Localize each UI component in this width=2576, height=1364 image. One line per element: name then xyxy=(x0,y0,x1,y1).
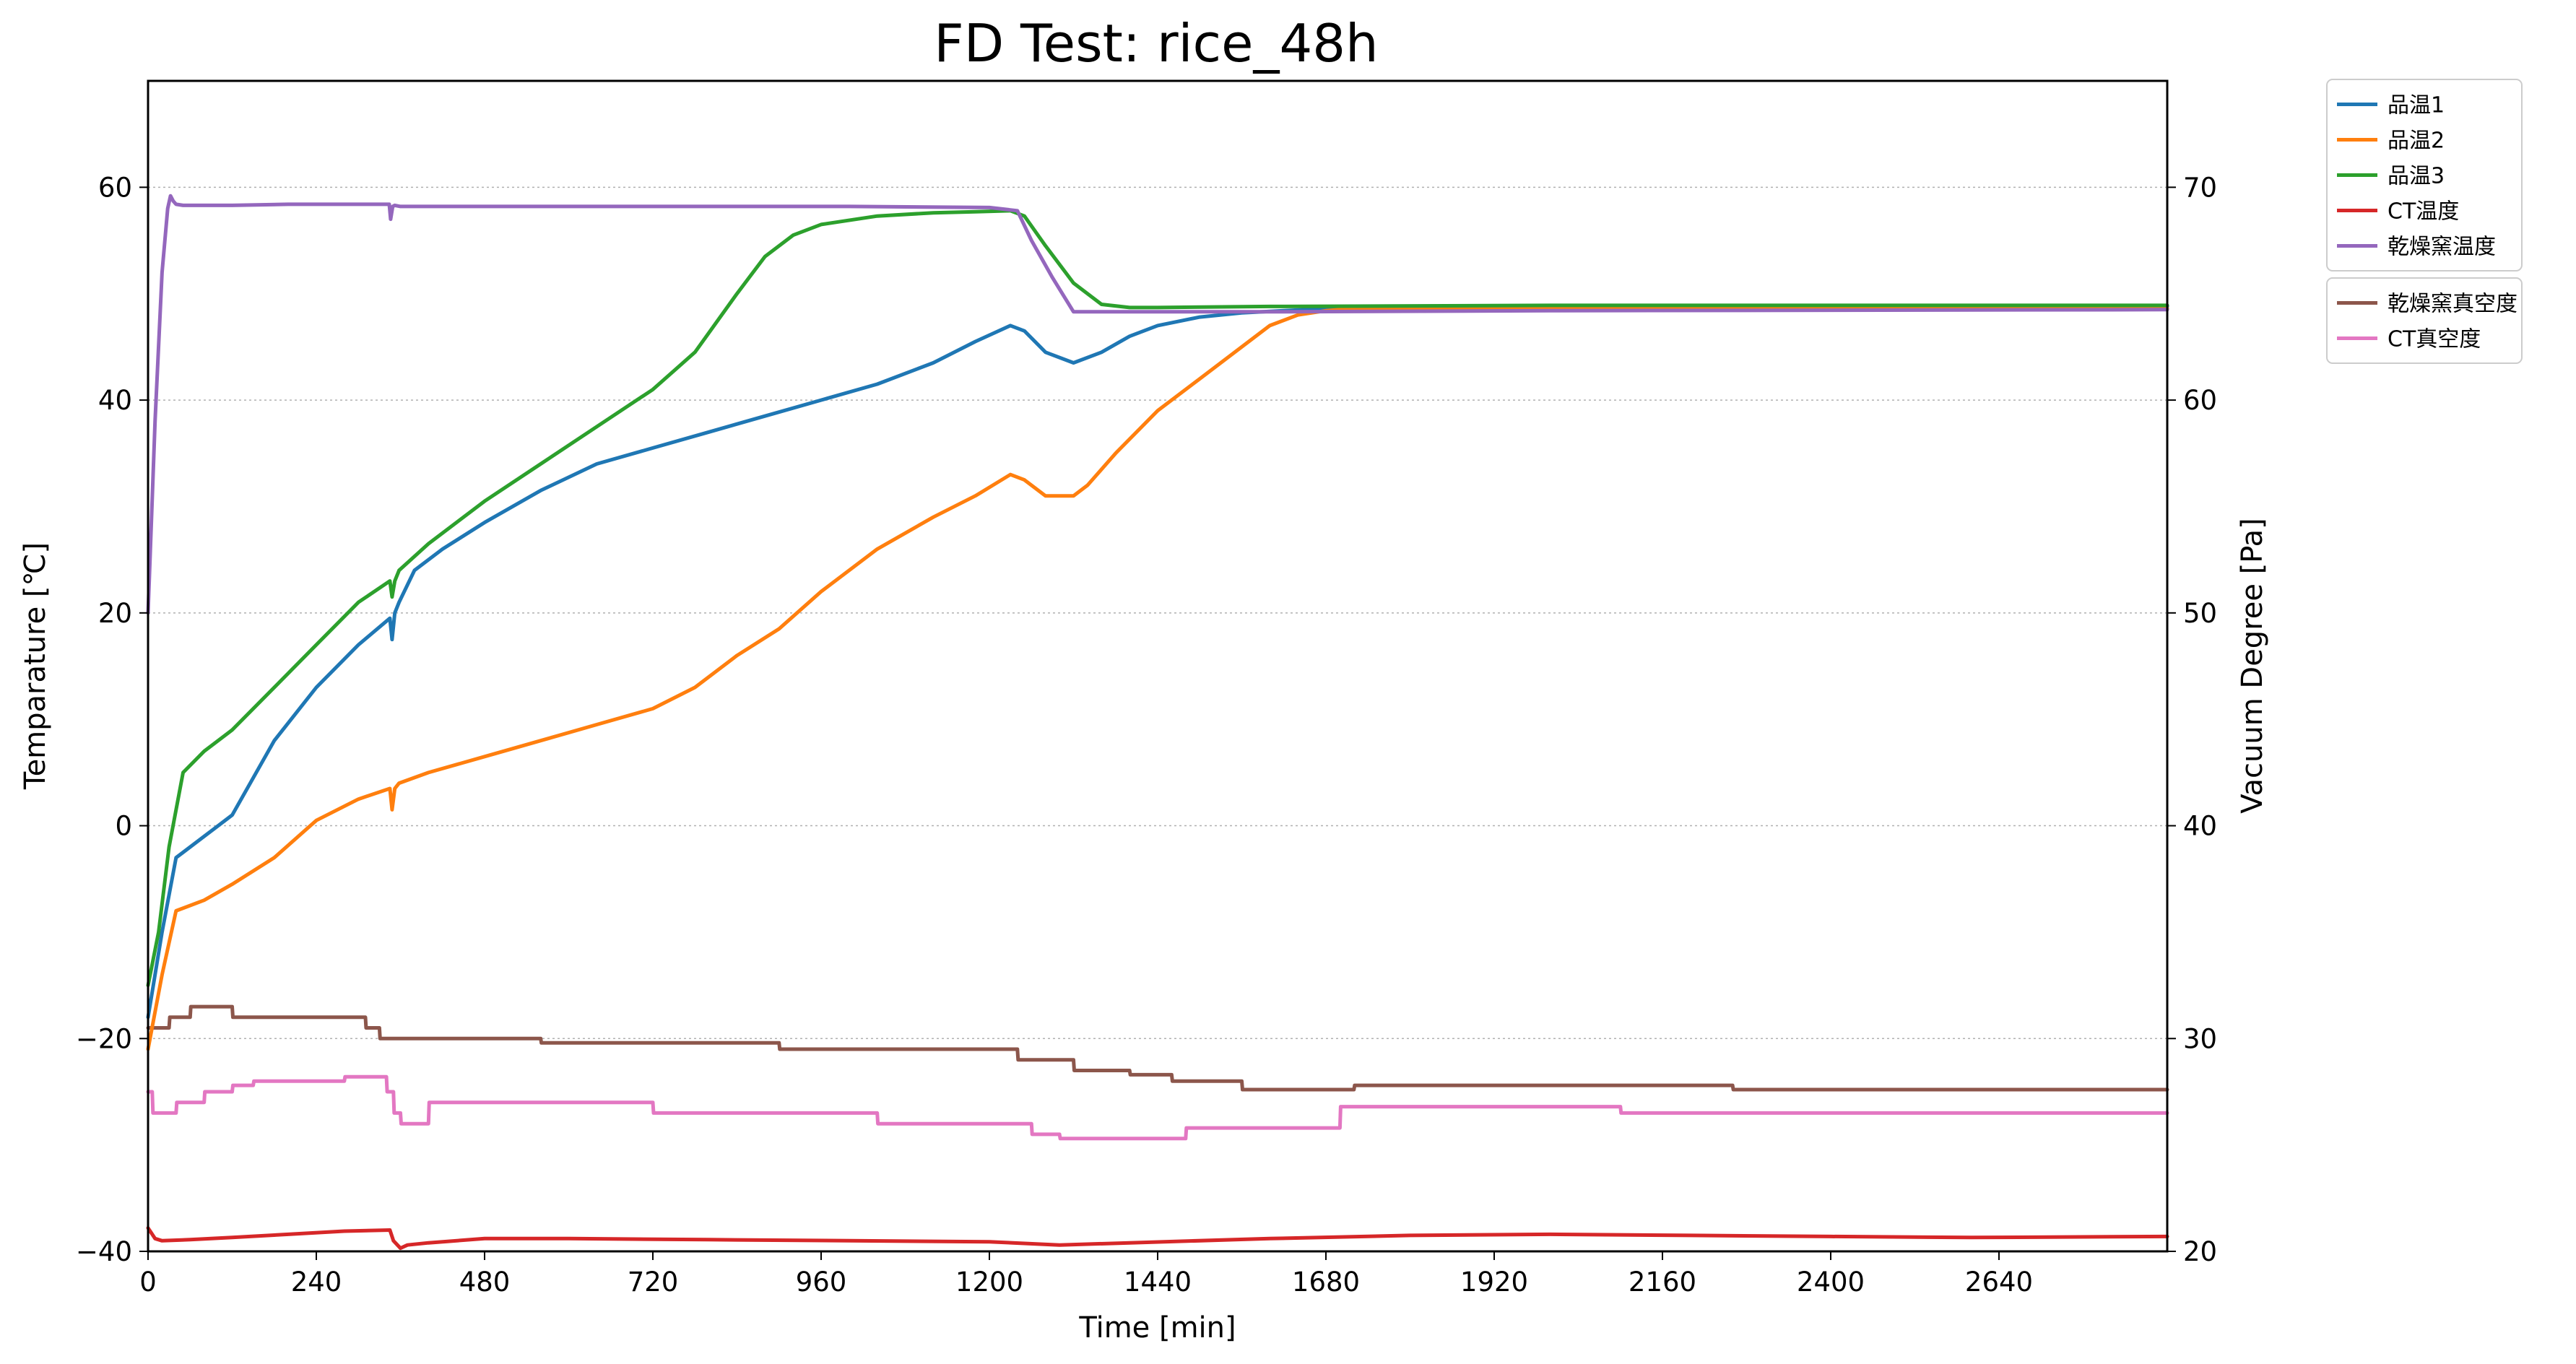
y-right-tick-label: 30 xyxy=(2183,1023,2217,1054)
y-right-tick-label: 20 xyxy=(2183,1236,2217,1267)
x-axis-label: Time [min] xyxy=(1078,1311,1236,1345)
temperature-legend-label: 乾燥窯温度 xyxy=(2388,235,2496,260)
x-tick-label: 2160 xyxy=(1629,1267,1696,1298)
temperature-series-line-4 xyxy=(146,1226,2169,1251)
y-right-tick-label: 60 xyxy=(2183,385,2217,416)
vacuum-legend-label: 乾燥窯真空度 xyxy=(2388,292,2518,317)
y-left-tick-label: 20 xyxy=(98,598,132,629)
x-tick-label: 1680 xyxy=(1292,1267,1360,1298)
y-axis-left-label: Temparature [℃] xyxy=(19,542,52,790)
x-tick-label: 2400 xyxy=(1797,1267,1865,1298)
y-left-tick-label: −40 xyxy=(76,1236,132,1267)
temperature-series-line-2 xyxy=(146,306,2169,1051)
temperature-legend-label: 品温1 xyxy=(2388,93,2445,118)
y-axis-right: 20 30 40 50 60 70 xyxy=(2167,172,2217,1267)
grid-lines xyxy=(148,186,2167,1040)
temperature-legend-label: CT温度 xyxy=(2388,199,2459,225)
x-tick-label: 1440 xyxy=(1124,1267,1192,1298)
y-right-tick-label: 40 xyxy=(2183,811,2217,842)
temperature-legend-label: 品温2 xyxy=(2388,129,2445,154)
chart-title: FD Test: rice_48h xyxy=(934,13,1378,74)
x-tick-label: 960 xyxy=(796,1267,847,1298)
y-left-tick-label: 40 xyxy=(98,385,132,416)
y-right-tick-label: 70 xyxy=(2183,172,2217,203)
x-tick-label: 480 xyxy=(459,1267,511,1298)
y-axis-left: −40 −20 0 20 40 60 xyxy=(76,172,148,1267)
x-tick-label: 2640 xyxy=(1965,1267,2033,1298)
x-tick-label: 1200 xyxy=(955,1267,1023,1298)
y-left-tick-label: 60 xyxy=(98,172,132,203)
series-layer xyxy=(146,194,2169,1251)
x-tick-label: 240 xyxy=(291,1267,342,1298)
vacuum-legend-box xyxy=(2326,277,2523,364)
x-tick-label: 1920 xyxy=(1460,1267,1528,1298)
x-tick-label: 720 xyxy=(628,1267,679,1298)
x-axis: 0 240 480 720 960 1200 1440 1680 1920 2160 2400 264… xyxy=(139,1251,2033,1298)
temperature-series-line-3 xyxy=(146,209,2169,988)
vacuum-series-line-1 xyxy=(146,1004,2169,1092)
temperature-legend-box xyxy=(2326,79,2523,272)
y-right-tick-label: 50 xyxy=(2183,598,2217,629)
vacuum-legend-label: CT真空度 xyxy=(2388,327,2481,352)
temperature-series-line-5 xyxy=(146,194,2169,615)
x-tick-label: 0 xyxy=(139,1267,157,1298)
y-axis-right-label: Vacuum Degree [Pa] xyxy=(2236,518,2269,814)
vacuum-series-line-2 xyxy=(146,1074,2169,1141)
temperature-legend-label: 品温3 xyxy=(2388,164,2445,189)
y-left-tick-label: −20 xyxy=(76,1023,132,1054)
y-left-tick-label: 0 xyxy=(115,811,132,842)
